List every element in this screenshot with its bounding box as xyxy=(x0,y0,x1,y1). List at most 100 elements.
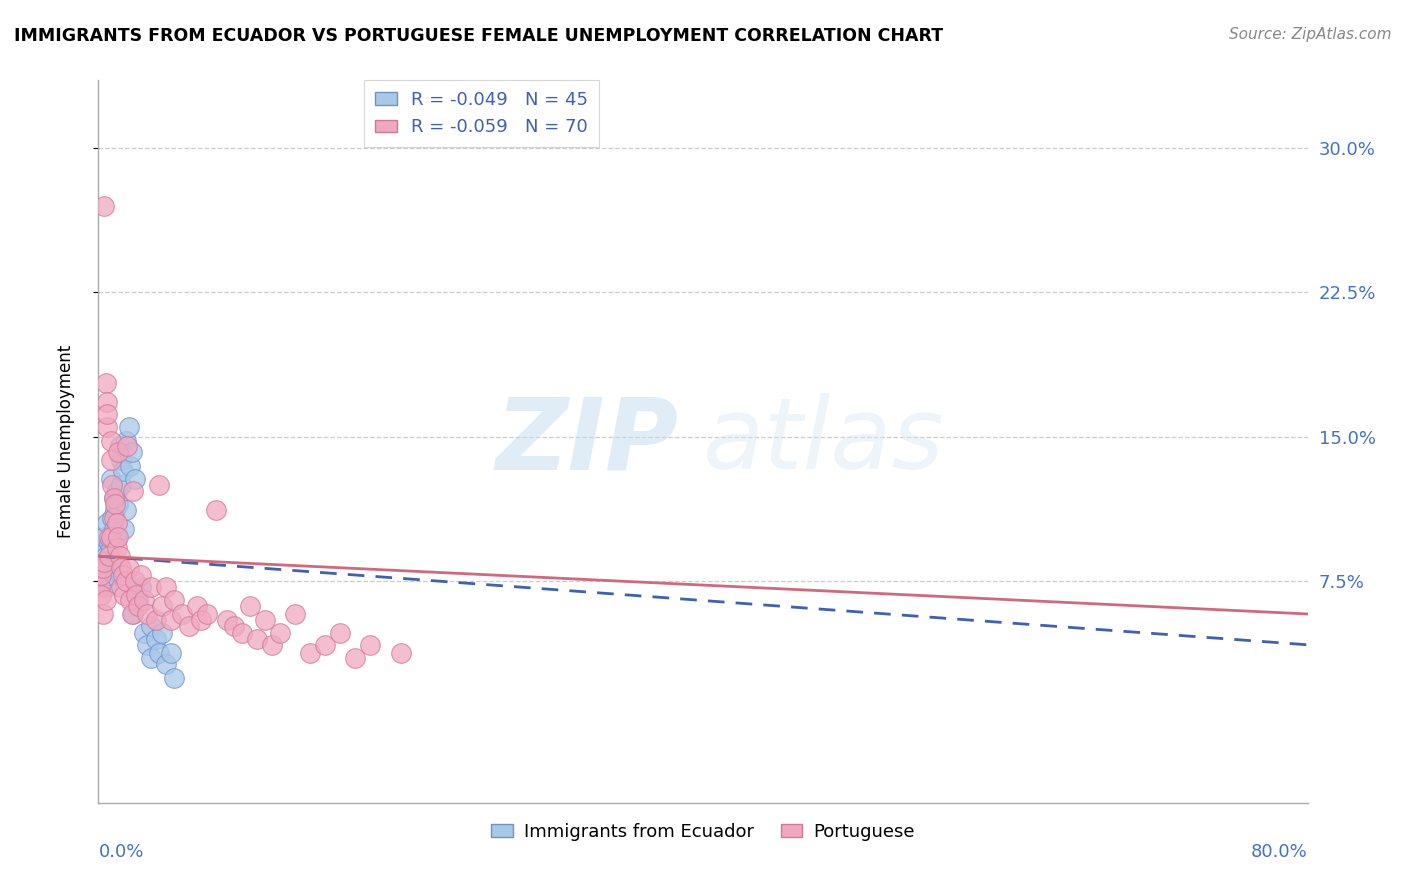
Legend: Immigrants from Ecuador, Portuguese: Immigrants from Ecuador, Portuguese xyxy=(484,815,922,848)
Point xyxy=(132,626,155,640)
Point xyxy=(98,530,121,544)
Point xyxy=(96,560,118,574)
Point xyxy=(108,549,131,564)
Point xyxy=(101,478,124,492)
Point xyxy=(155,657,177,671)
Point xyxy=(124,472,146,486)
Point xyxy=(190,613,212,627)
Point xyxy=(253,613,276,627)
Point xyxy=(141,618,163,632)
Point xyxy=(107,530,129,544)
Text: IMMIGRANTS FROM ECUADOR VS PORTUGUESE FEMALE UNEMPLOYMENT CORRELATION CHART: IMMIGRANTS FROM ECUADOR VS PORTUGUESE FE… xyxy=(14,27,943,45)
Point xyxy=(121,445,143,459)
Point xyxy=(103,510,125,524)
Point xyxy=(231,626,253,640)
Point xyxy=(110,580,132,594)
Point xyxy=(100,453,122,467)
Point xyxy=(105,516,128,531)
Point xyxy=(121,607,143,621)
Point xyxy=(98,535,121,549)
Point xyxy=(125,588,148,602)
Point xyxy=(129,568,152,582)
Text: Source: ZipAtlas.com: Source: ZipAtlas.com xyxy=(1229,27,1392,42)
Point xyxy=(127,593,149,607)
Point xyxy=(141,580,163,594)
Point xyxy=(94,593,117,607)
Point xyxy=(100,541,122,556)
Point xyxy=(98,568,121,582)
Point xyxy=(141,651,163,665)
Point xyxy=(105,541,128,556)
Point xyxy=(148,478,170,492)
Point xyxy=(90,541,112,556)
Point xyxy=(96,395,118,409)
Point xyxy=(104,497,127,511)
Point xyxy=(91,607,114,621)
Point xyxy=(344,651,367,665)
Point xyxy=(96,407,118,421)
Point xyxy=(100,530,122,544)
Point xyxy=(129,580,152,594)
Text: ZIP: ZIP xyxy=(496,393,679,490)
Point xyxy=(115,439,138,453)
Point xyxy=(108,439,131,453)
Y-axis label: Female Unemployment: Female Unemployment xyxy=(56,345,75,538)
Point xyxy=(160,646,183,660)
Point xyxy=(150,599,173,614)
Point xyxy=(114,503,136,517)
Point xyxy=(111,464,134,478)
Point xyxy=(110,560,132,574)
Point xyxy=(314,638,336,652)
Text: atlas: atlas xyxy=(703,393,945,490)
Point xyxy=(163,671,186,685)
Point xyxy=(100,472,122,486)
Point xyxy=(135,638,157,652)
Point xyxy=(262,638,284,652)
Point xyxy=(89,580,111,594)
Point xyxy=(118,560,141,574)
Point xyxy=(150,626,173,640)
Point xyxy=(96,516,118,531)
Point xyxy=(329,626,352,640)
Point xyxy=(103,491,125,506)
Point xyxy=(90,588,112,602)
Point xyxy=(94,549,117,564)
Point xyxy=(163,593,186,607)
Text: 0.0%: 0.0% xyxy=(98,843,143,861)
Point xyxy=(101,555,124,569)
Point xyxy=(118,420,141,434)
Point xyxy=(215,613,238,627)
Point xyxy=(179,618,201,632)
Point xyxy=(186,599,208,614)
Point xyxy=(246,632,269,646)
Point xyxy=(93,555,115,569)
Point xyxy=(93,568,115,582)
Point xyxy=(107,497,129,511)
Point xyxy=(96,420,118,434)
Point xyxy=(132,593,155,607)
Point xyxy=(111,568,134,582)
Point xyxy=(91,574,114,589)
Point xyxy=(135,607,157,621)
Point xyxy=(104,503,127,517)
Point xyxy=(239,599,262,614)
Point xyxy=(122,483,145,498)
Point xyxy=(100,434,122,448)
Point xyxy=(269,626,291,640)
Point xyxy=(105,530,128,544)
Point xyxy=(98,549,121,564)
Point xyxy=(224,618,246,632)
Point xyxy=(360,638,382,652)
Point xyxy=(110,453,132,467)
Point xyxy=(120,593,142,607)
Point xyxy=(110,478,132,492)
Point xyxy=(103,522,125,536)
Point xyxy=(160,613,183,627)
Point xyxy=(93,198,115,212)
Point xyxy=(91,560,114,574)
Point xyxy=(124,574,146,589)
Point xyxy=(284,607,307,621)
Point xyxy=(155,580,177,594)
Point xyxy=(93,530,115,544)
Point xyxy=(195,607,218,621)
